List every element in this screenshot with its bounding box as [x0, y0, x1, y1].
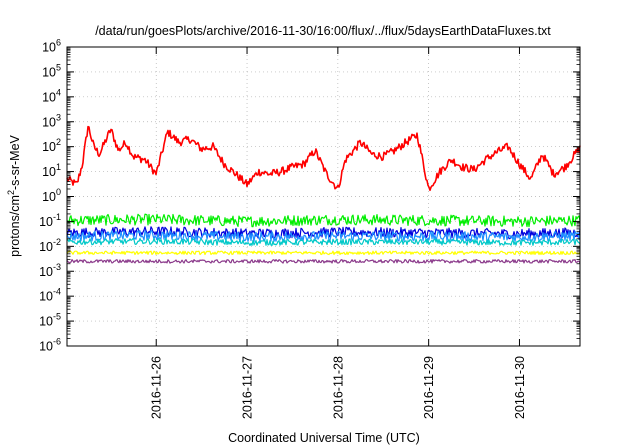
y-tick-base: 10: [39, 315, 53, 329]
y-tick-exponent: -3: [53, 262, 61, 272]
y-axis-label-base: protons/cm: [8, 195, 22, 257]
x-tick-labels: 2016-11-26 2016-11-27 2016-11-28 2016-11-29…: [150, 356, 527, 419]
y-tick-base: 10: [42, 190, 56, 204]
y-tick-label: 10-5: [39, 312, 61, 329]
series-line: [66, 230, 581, 243]
y-tick-exponent: 0: [56, 187, 61, 197]
x-tick-label: 2016-11-27: [241, 356, 255, 419]
y-tick-label: 100: [42, 187, 61, 204]
y-tick-label: 10-2: [39, 237, 61, 254]
y-tick-base: 10: [42, 90, 56, 104]
series-line: [66, 237, 581, 247]
y-axis-label: protons/cm2-s-sr-MeV: [6, 134, 22, 256]
y-tick-base: 10: [39, 240, 53, 254]
y-tick-base: 10: [39, 265, 53, 279]
x-tick-label: 2016-11-30: [513, 356, 527, 419]
y-tick-base: 10: [42, 41, 56, 55]
y-tick-base: 10: [39, 215, 53, 229]
y-tick-exponent: -6: [53, 337, 61, 347]
y-tick-base: 10: [39, 290, 53, 304]
y-tick-exponent: -5: [53, 312, 61, 322]
y-tick-exponent: -1: [53, 212, 61, 222]
series-line: [66, 125, 581, 192]
y-tick-label: 103: [42, 112, 61, 129]
y-tick-base: 10: [42, 165, 56, 179]
y-tick-exponent: 6: [56, 38, 61, 48]
y-tick-exponent: 2: [56, 137, 61, 147]
y-tick-label: 10-1: [39, 212, 61, 229]
series-line: [66, 259, 581, 264]
y-tick-label: 102: [42, 137, 61, 154]
y-tick-label: 10-6: [39, 337, 61, 354]
series-layer: [66, 125, 581, 264]
y-axis-label-rest: -s-sr-MeV: [8, 134, 22, 190]
y-tick-exponent: -4: [53, 287, 61, 297]
y-tick-base: 10: [42, 115, 56, 129]
y-tick-exponent: -2: [53, 237, 61, 247]
x-axis-label: Coordinated Universal Time (UTC): [228, 431, 420, 445]
y-tick-exponent: 3: [56, 112, 61, 122]
chart-title: /data/run/goesPlots/archive/2016-11-30/1…: [95, 24, 551, 38]
y-tick-label: 10-4: [39, 287, 61, 304]
y-tick-base: 10: [39, 340, 53, 354]
y-tick-label: 105: [42, 62, 61, 79]
y-tick-exponent: 1: [56, 162, 61, 172]
series-line: [67, 213, 581, 228]
y-tick-labels: 10-610-510-410-310-210-11001011021031041…: [39, 38, 61, 354]
y-tick-exponent: 5: [56, 62, 61, 72]
ticks: [67, 46, 580, 347]
y-tick-exponent: 4: [56, 87, 61, 97]
y-tick-base: 10: [42, 65, 56, 79]
y-tick-label: 104: [42, 87, 61, 104]
y-tick-label: 101: [42, 162, 61, 179]
x-tick-label: 2016-11-28: [331, 356, 345, 419]
x-tick-label: 2016-11-26: [150, 356, 164, 419]
y-tick-label: 106: [42, 38, 61, 55]
series-line: [66, 250, 581, 256]
x-tick-label: 2016-11-29: [422, 356, 436, 419]
series-line: [66, 226, 581, 240]
y-axis-label-sup: 2: [6, 190, 16, 195]
y-tick-base: 10: [42, 140, 56, 154]
y-tick-label: 10-3: [39, 262, 61, 279]
